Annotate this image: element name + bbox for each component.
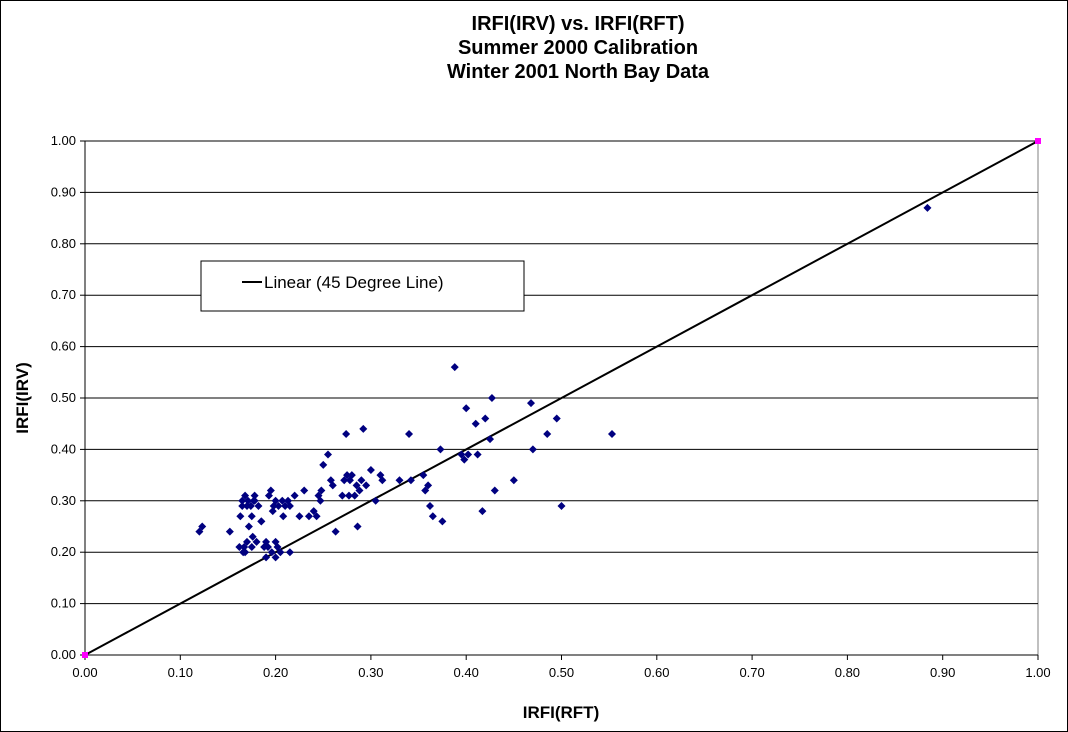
y-tick-label: 0.00 [51,647,76,662]
y-tick-label: 0.50 [51,390,76,405]
x-tick-label: 0.40 [454,665,479,680]
x-tick-label: 0.30 [358,665,383,680]
x-tick-label: 1.00 [1025,665,1050,680]
x-tick-label: 0.10 [168,665,193,680]
y-tick-label: 0.10 [51,596,76,611]
trend-line-endpoint [1035,138,1041,144]
x-tick-label: 0.90 [930,665,955,680]
y-axis-ticks: 0.00 0.10 0.20 0.30 0.40 0.50 0.60 0.70 0.80 0.90… [51,133,85,662]
x-axis-ticks: 0.00 0.10 0.20 0.30 0.40 0.50 0.60 0.70 0.80 0.90… [72,655,1050,680]
y-tick-label: 0.70 [51,287,76,302]
chart-title: IRFI(IRV) vs. IRFI(RFT) Summer 2000 Cali… [447,13,710,83]
legend: Linear (45 Degree Line) [201,261,524,311]
y-tick-label: 0.60 [51,339,76,354]
y-tick-label: 0.20 [51,544,76,559]
title-line-3: Winter 2001 North Bay Data [447,61,710,83]
y-tick-label: 0.40 [51,441,76,456]
x-tick-label: 0.50 [549,665,574,680]
y-tick-label: 1.00 [51,133,76,148]
y-tick-label: 0.80 [51,236,76,251]
x-tick-label: 0.60 [644,665,669,680]
y-tick-label: 0.30 [51,493,76,508]
x-axis-title: IRFI(RFT) [523,703,599,722]
y-axis-title: IRFI(IRV) [13,362,32,433]
x-tick-label: 0.80 [835,665,860,680]
x-tick-label: 0.20 [263,665,288,680]
title-line-2: Summer 2000 Calibration [458,37,698,59]
title-line-1: IRFI(IRV) vs. IRFI(RFT) [472,13,685,35]
x-tick-label: 0.00 [72,665,97,680]
y-tick-label: 0.90 [51,184,76,199]
x-tick-label: 0.70 [739,665,764,680]
legend-entry-linear: Linear (45 Degree Line) [264,273,444,292]
trend-line-endpoint [82,652,88,658]
